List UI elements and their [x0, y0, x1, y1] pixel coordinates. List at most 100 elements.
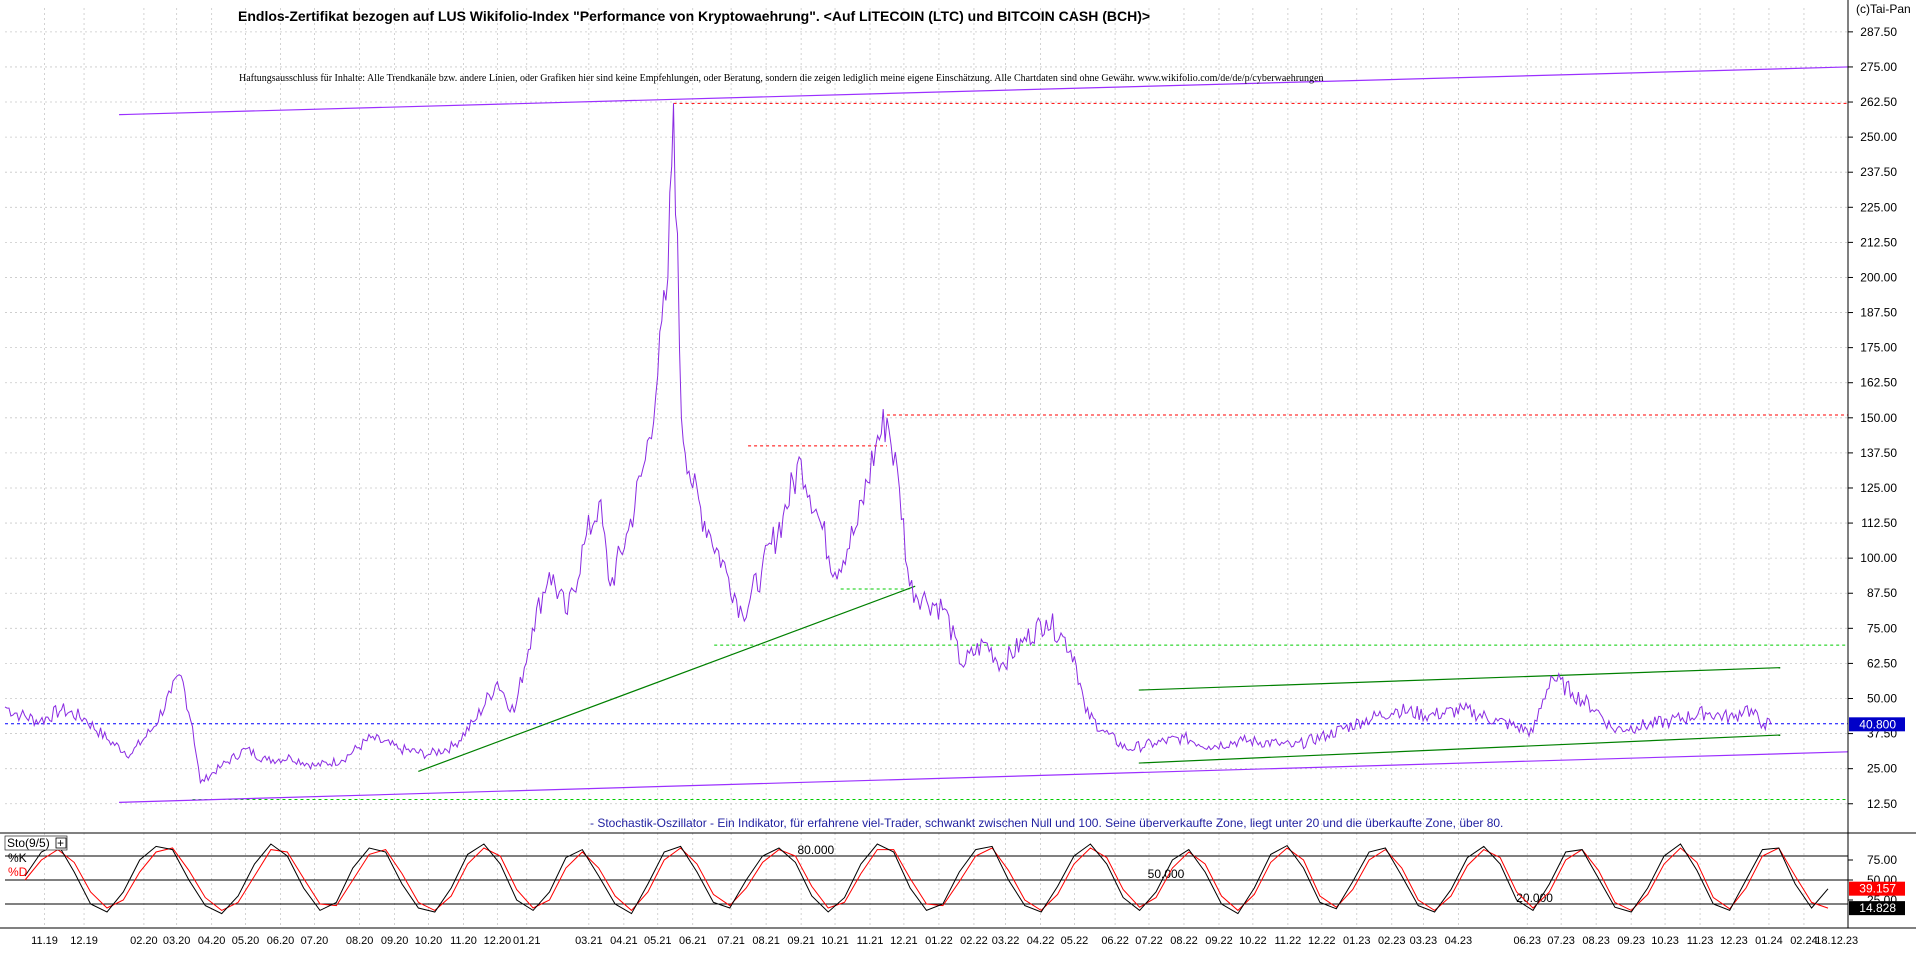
last-price-label: 40.800 — [1859, 717, 1896, 731]
grid-layer — [5, 8, 1848, 928]
time-tick-label: 09.20 — [381, 935, 409, 947]
time-tick-label: 02.20 — [130, 935, 158, 947]
sto-d-badge — [1849, 901, 1905, 916]
chart-title: Endlos-Zertifikat bezogen auf LUS Wikifo… — [238, 8, 1150, 24]
time-tick-label: 06.22 — [1101, 935, 1129, 947]
price-tick-label: 275.00 — [1860, 60, 1897, 74]
disclaimer-text: Haftungsausschluss für Inhalte: Alle Tre… — [239, 73, 1324, 84]
time-tick-label: 09.21 — [787, 935, 815, 947]
sto-tick-label: 75.00 — [1867, 853, 1897, 867]
channel-bottom-line — [1138, 734, 1781, 764]
price-tick-label: 250.00 — [1860, 130, 1897, 144]
price-tick-label: 12.50 — [1867, 797, 1897, 811]
plus-icon[interactable]: + — [57, 836, 64, 850]
time-tick-label: 08.20 — [346, 935, 374, 947]
price-line — [4, 103, 1772, 785]
time-tick-label: 02.24 — [1790, 935, 1818, 947]
time-tick-label: 03.21 — [575, 935, 603, 947]
time-tick-label: 10.20 — [415, 935, 443, 947]
copyright-label: (c)Tai-Pan — [1856, 2, 1911, 16]
sto-level-label: 50.000 — [1148, 867, 1185, 881]
price-tick-label: 112.50 — [1861, 516, 1897, 530]
time-tick-label: 01.21 — [513, 935, 541, 947]
time-tick-label: 10.21 — [821, 935, 849, 947]
time-tick-label: 08.21 — [752, 935, 780, 947]
upper-trend-line — [119, 66, 1849, 116]
sto-d-label: %D — [8, 865, 28, 879]
time-tick-label: 04.22 — [1027, 935, 1055, 947]
sto-d-value: 14.828 — [1859, 901, 1896, 915]
rising-support-line — [418, 585, 916, 773]
lower-trend-line — [119, 751, 1849, 803]
time-tick-label: 11.19 — [31, 935, 58, 947]
price-tick-label: 125.00 — [1860, 481, 1897, 495]
time-tick-label: 12.23 — [1720, 935, 1748, 947]
time-tick-label: 11.23 — [1687, 935, 1714, 947]
sto-legend-box[interactable] — [4, 835, 68, 851]
price-tick-label: 150.00 — [1860, 411, 1897, 425]
price-tick-label: 200.00 — [1860, 270, 1897, 284]
price-tick-label: 175.00 — [1860, 341, 1897, 355]
sto-k-line — [24, 843, 1829, 915]
price-tick-label: 62.50 — [1867, 656, 1897, 670]
time-tick-label: 06.21 — [679, 935, 707, 947]
channel-top-line — [1138, 667, 1781, 691]
time-tick-label: 02.22 — [960, 935, 988, 947]
time-tick-label: 12.22 — [1308, 935, 1336, 947]
price-tick-label: 87.50 — [1867, 586, 1897, 600]
time-tick-label: 03.20 — [163, 935, 191, 947]
time-tick-label: 09.22 — [1205, 935, 1233, 947]
price-tick-label: 237.50 — [1860, 165, 1897, 179]
time-tick-label: 07.23 — [1547, 935, 1575, 947]
time-tick-label: 11.22 — [1275, 935, 1302, 947]
time-tick-label: 10.22 — [1239, 935, 1267, 947]
price-series — [4, 103, 1772, 785]
time-tick-label: 12.21 — [890, 935, 918, 947]
price-tick-label: 25.00 — [1867, 762, 1897, 776]
sto-expand-button[interactable] — [55, 837, 67, 849]
sto-k-value: 39.157 — [1859, 882, 1896, 896]
time-tick-label: 12.19 — [70, 935, 98, 947]
sto-k-label: %K — [8, 851, 27, 865]
time-tick-label: 04.23 — [1445, 935, 1473, 947]
price-tick-label: 100.00 — [1860, 551, 1897, 565]
sto-label: Sto(9/5) — [7, 836, 50, 850]
time-tick-label: 02.23 — [1378, 935, 1406, 947]
time-tick-label: 01.22 — [925, 935, 953, 947]
line-layer — [5, 66, 1849, 803]
time-tick-label: 12.20 — [484, 935, 512, 947]
sto-level-label: 20.000 — [1516, 891, 1553, 905]
price-tick-label: 287.50 — [1860, 25, 1897, 39]
price-tick-label: 75.00 — [1867, 621, 1897, 635]
time-tick-label: 05.21 — [644, 935, 672, 947]
price-tick-label: 162.50 — [1860, 376, 1897, 390]
time-tick-label: 18.12.23 — [1815, 935, 1858, 947]
price-tick-label: 262.50 — [1860, 95, 1897, 109]
indicator-note: - Stochastik-Oszillator - Ein Indikator,… — [590, 816, 1503, 830]
time-tick-label: 07.21 — [717, 935, 745, 947]
time-tick-label: 11.20 — [450, 935, 477, 947]
time-tick-label: 07.20 — [301, 935, 329, 947]
time-tick-label: 06.23 — [1514, 935, 1542, 947]
time-tick-label: 11.21 — [857, 935, 884, 947]
time-tick-label: 04.20 — [198, 935, 226, 947]
time-tick-label: 01.23 — [1343, 935, 1371, 947]
time-tick-label: 05.20 — [232, 935, 260, 947]
sto-d-line — [24, 847, 1829, 912]
price-tick-label: 225.00 — [1860, 200, 1897, 214]
price-tick-label: 50.00 — [1867, 691, 1897, 705]
time-tick-label: 01.24 — [1755, 935, 1783, 947]
time-tick-label: 04.21 — [610, 935, 638, 947]
time-tick-label: 03.22 — [992, 935, 1020, 947]
time-tick-label: 07.22 — [1135, 935, 1163, 947]
time-tick-label: 08.23 — [1582, 935, 1610, 947]
price-tick-label: 137.50 — [1860, 446, 1897, 460]
time-tick-label: 05.22 — [1061, 935, 1089, 947]
time-tick-label: 10.23 — [1651, 935, 1679, 947]
price-tick-label: 212.50 — [1860, 235, 1897, 249]
last-price-badge — [1849, 717, 1905, 732]
